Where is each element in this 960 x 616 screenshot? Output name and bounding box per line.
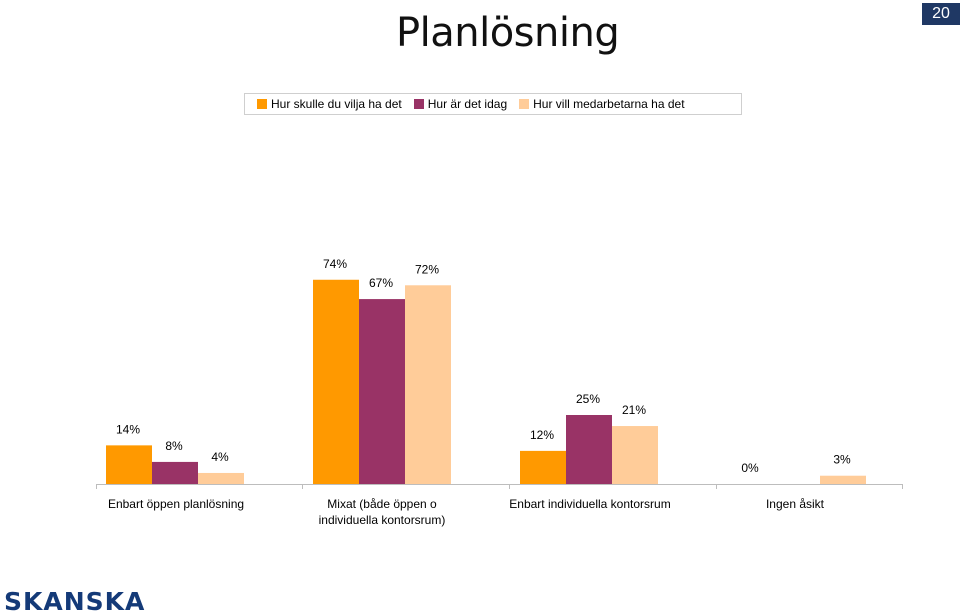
bar-series-1-cat-3 bbox=[520, 450, 566, 484]
bar-chart: 14% 8% 4% 74% 67% 72% 12% 25% 21% 0% 3% bbox=[96, 257, 903, 489]
bar-series-3-cat-3 bbox=[612, 426, 658, 484]
bar-series-2-cat-3 bbox=[566, 415, 612, 484]
data-label-series-3-cat-1: 4% bbox=[211, 450, 229, 464]
legend-swatch-series-2 bbox=[413, 99, 424, 109]
bar-series-2-cat-1 bbox=[152, 461, 198, 484]
data-label-series-1-cat-1: 14% bbox=[116, 422, 140, 436]
data-label-series-2-cat-3: 25% bbox=[576, 392, 600, 406]
data-label-series-1-cat-4: 0% bbox=[741, 461, 759, 475]
bar-series-1-cat-1 bbox=[106, 445, 152, 484]
bar-series-3-cat-2 bbox=[405, 285, 451, 484]
legend-item-series-2: Hur är det idag bbox=[413, 97, 508, 111]
legend-item-series-3: Hur vill medarbetarna ha det bbox=[519, 97, 685, 111]
x-tick-label-1: Mixat (både öppen o individuella kontors… bbox=[318, 497, 446, 527]
x-tick-label-0: Enbart öppen planlösning bbox=[107, 497, 245, 511]
legend-label-series-1: Hur skulle du vilja ha det bbox=[271, 97, 402, 111]
bar-series-3-cat-1 bbox=[198, 472, 244, 484]
page-title: Planlösning bbox=[396, 10, 620, 56]
legend-swatch-series-3 bbox=[519, 99, 530, 109]
data-label-series-3-cat-3: 21% bbox=[622, 403, 646, 417]
data-label-series-2-cat-2: 67% bbox=[369, 276, 393, 290]
x-tick-label-2: Enbart individuella kontorsrum bbox=[509, 497, 671, 511]
bar-series-1-cat-2 bbox=[313, 279, 359, 484]
data-label-series-2-cat-1: 8% bbox=[165, 439, 183, 453]
legend-label-series-2: Hur är det idag bbox=[427, 97, 508, 111]
data-label-series-3-cat-4: 3% bbox=[833, 453, 851, 467]
chart-legend: Hur skulle du vilja ha det Hur är det id… bbox=[244, 93, 742, 115]
bar-series-3-cat-4 bbox=[820, 475, 866, 484]
legend-swatch-series-1 bbox=[257, 99, 267, 109]
data-label-series-1-cat-3: 12% bbox=[530, 428, 554, 442]
data-label-series-3-cat-2: 72% bbox=[415, 262, 439, 276]
x-tick-label-3: Ingen åsikt bbox=[765, 497, 825, 511]
skanska-logo: SKANSKA bbox=[4, 587, 146, 616]
bar-series-2-cat-2 bbox=[359, 299, 405, 484]
legend-label-series-3: Hur vill medarbetarna ha det bbox=[533, 97, 685, 111]
page-number-badge: 20 bbox=[922, 3, 960, 25]
data-label-series-1-cat-2: 74% bbox=[323, 257, 347, 271]
legend-item-series-1: Hur skulle du vilja ha det bbox=[257, 97, 402, 111]
